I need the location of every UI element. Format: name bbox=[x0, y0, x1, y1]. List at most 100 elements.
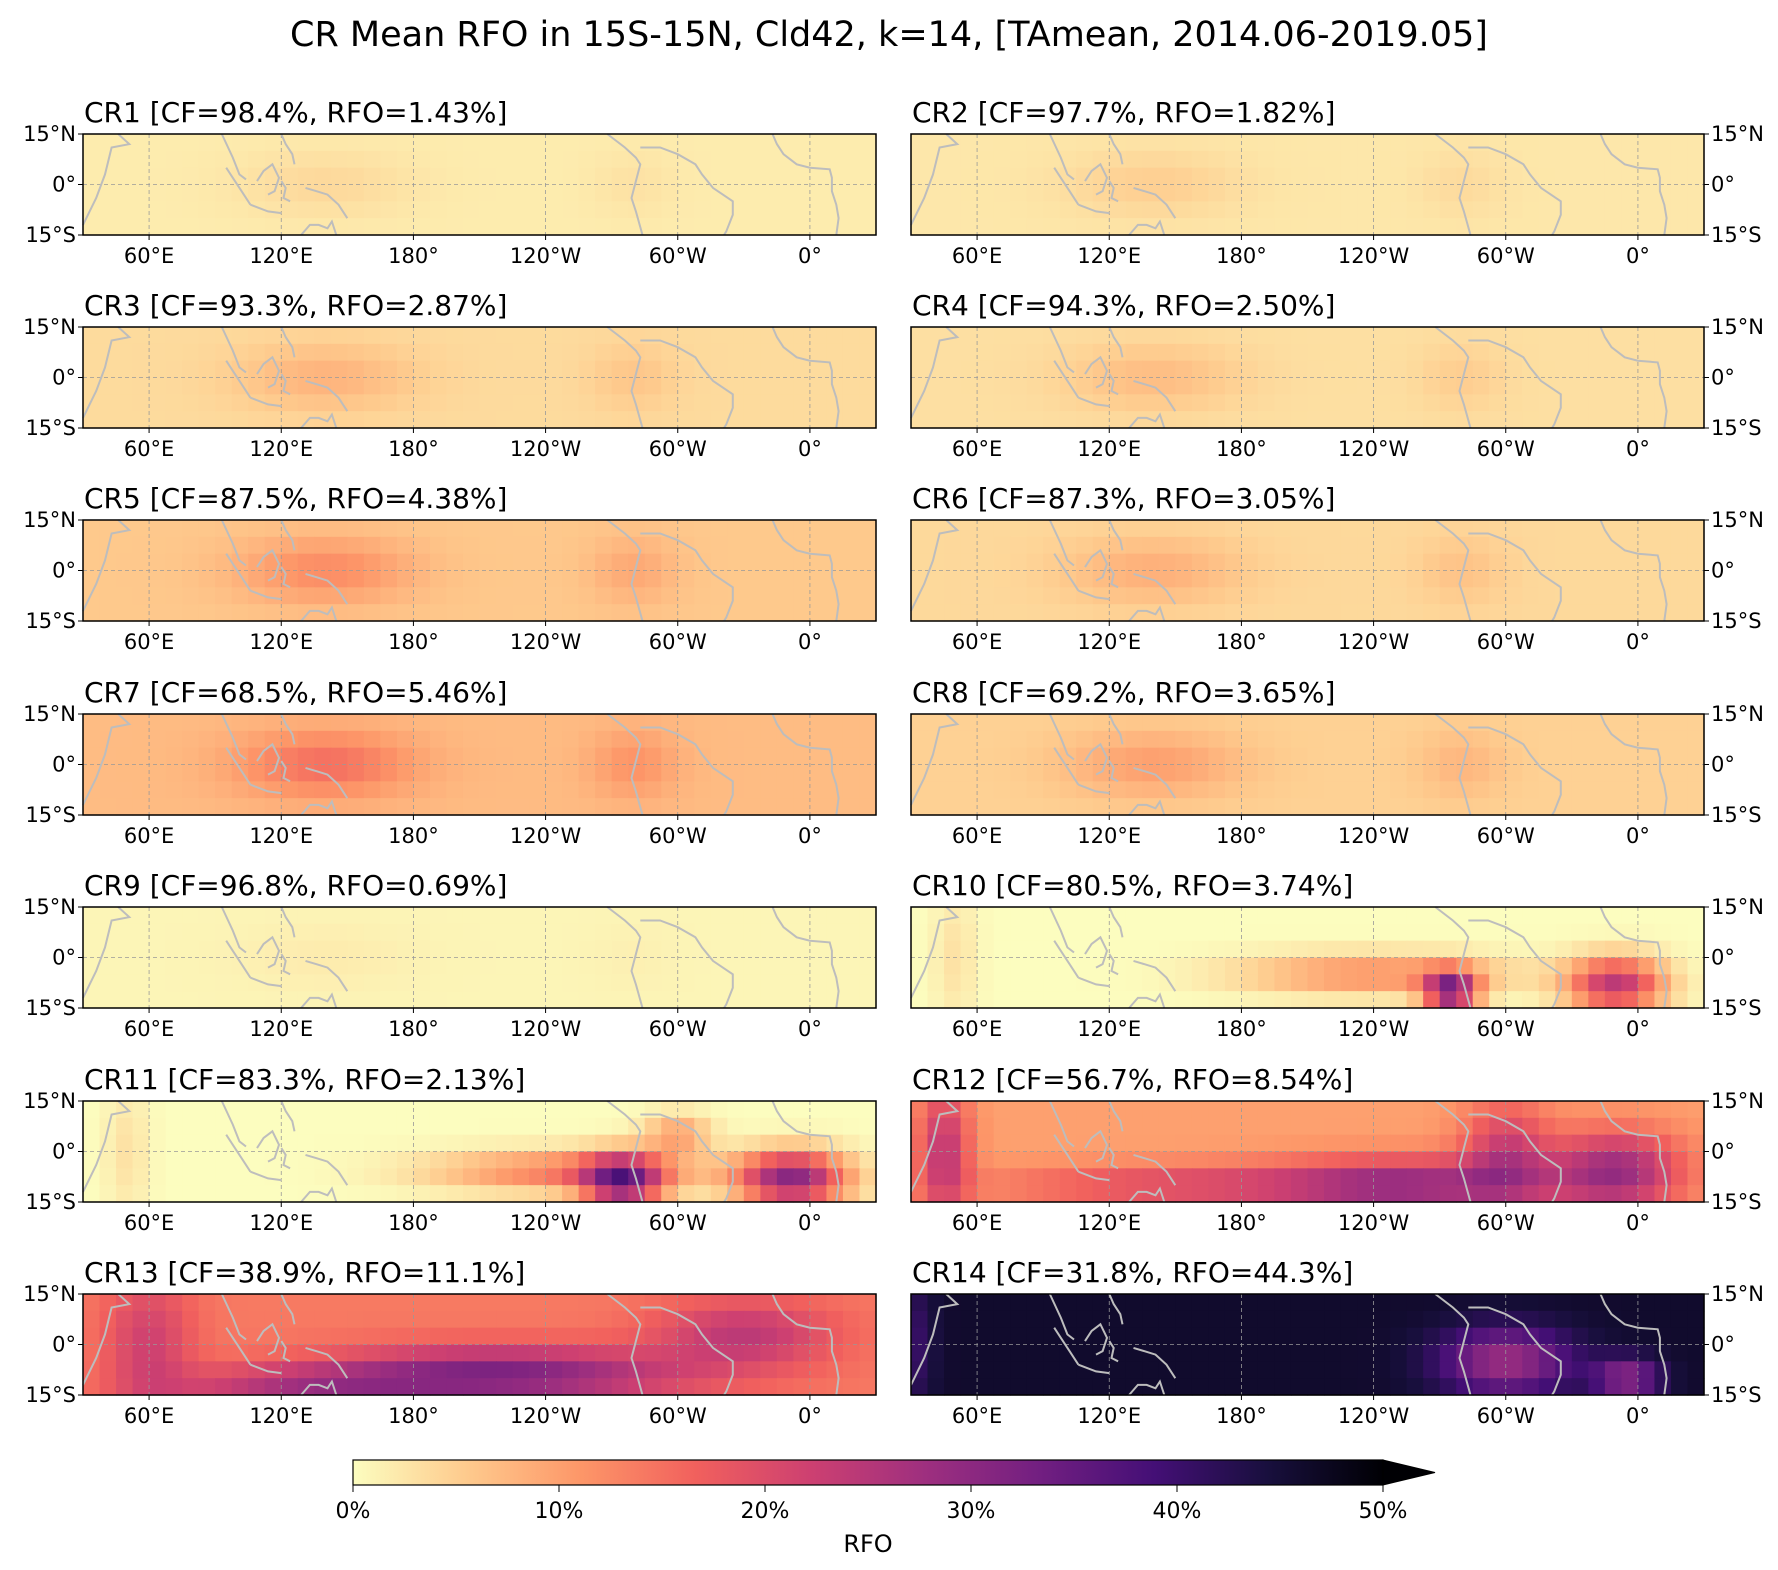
heatmap-cell bbox=[1274, 1310, 1292, 1329]
heatmap-cell bbox=[677, 134, 695, 152]
heatmap-cell bbox=[1390, 1134, 1408, 1153]
heatmap-cell bbox=[1571, 201, 1589, 219]
heatmap-cell bbox=[694, 764, 712, 782]
coastline bbox=[1078, 1363, 1110, 1375]
heatmap-cell bbox=[911, 604, 929, 622]
heatmap-cell bbox=[116, 781, 134, 799]
heatmap-cell bbox=[413, 974, 431, 992]
heatmap-cell bbox=[1324, 184, 1342, 202]
heatmap-cell bbox=[149, 587, 167, 605]
heatmap-cell bbox=[1290, 394, 1309, 412]
heatmap-cell bbox=[743, 150, 761, 169]
heatmap-cell bbox=[1489, 167, 1507, 186]
heatmap-cell bbox=[446, 1101, 464, 1119]
heatmap-cell bbox=[1637, 798, 1656, 816]
heatmap-cell bbox=[1472, 1327, 1490, 1346]
heatmap-cell bbox=[677, 570, 695, 588]
heatmap-cell bbox=[1257, 150, 1276, 169]
heatmap-cell bbox=[116, 1185, 134, 1203]
heatmap-cell bbox=[1125, 730, 1143, 749]
heatmap-cell bbox=[562, 536, 580, 555]
heatmap-cell bbox=[1670, 134, 1689, 152]
heatmap-cell bbox=[165, 604, 183, 622]
heatmap-cell bbox=[512, 553, 530, 572]
coastline bbox=[910, 1293, 960, 1386]
heatmap-cell bbox=[1257, 1378, 1276, 1396]
heatmap-cell bbox=[1489, 798, 1507, 816]
heatmap-cell bbox=[694, 1361, 712, 1379]
heatmap-cell bbox=[281, 923, 299, 942]
heatmap-cell bbox=[1621, 1294, 1639, 1312]
heatmap-cell bbox=[1555, 167, 1573, 186]
heatmap-cell bbox=[1390, 167, 1408, 186]
heatmap-cell bbox=[960, 991, 978, 1009]
heatmap-cell bbox=[760, 764, 778, 782]
heatmap-cell bbox=[562, 343, 580, 362]
lat-tick-label: 15°N bbox=[1711, 1282, 1764, 1306]
heatmap-cell bbox=[1142, 907, 1160, 925]
heatmap-cell bbox=[1390, 1378, 1408, 1396]
lon-tick-label: 0° bbox=[1626, 1404, 1650, 1428]
heatmap-cell bbox=[1423, 798, 1441, 816]
heatmap-cell bbox=[429, 1134, 448, 1153]
heatmap-cell bbox=[182, 923, 200, 942]
heatmap-cell bbox=[83, 134, 101, 152]
heatmap-cell bbox=[215, 360, 233, 379]
coastline bbox=[280, 906, 296, 938]
heatmap-cell bbox=[1538, 1327, 1556, 1346]
heatmap-cell bbox=[363, 747, 381, 766]
heatmap-cell bbox=[1208, 907, 1226, 925]
heatmap-cell bbox=[760, 714, 778, 732]
heatmap-cell bbox=[793, 604, 811, 622]
heatmap-cell bbox=[1142, 150, 1160, 169]
heatmap-cell bbox=[1522, 1185, 1540, 1203]
heatmap-cell bbox=[760, 134, 778, 152]
lon-tick-label: 60°E bbox=[952, 244, 1003, 268]
heatmap-cell bbox=[347, 1344, 365, 1362]
heatmap-cell bbox=[215, 940, 233, 959]
heatmap-cell bbox=[462, 134, 481, 152]
heatmap-cell bbox=[562, 764, 580, 782]
heatmap-cell bbox=[396, 553, 415, 572]
lon-tick-label: 120°E bbox=[249, 437, 313, 461]
heatmap-cell bbox=[396, 1151, 415, 1169]
heatmap-cell bbox=[446, 1344, 464, 1362]
heatmap-cell bbox=[1505, 957, 1523, 975]
heatmap-cell bbox=[529, 1378, 547, 1396]
heatmap-cell bbox=[297, 714, 315, 732]
heatmap-cell bbox=[809, 134, 828, 152]
heatmap-cell bbox=[479, 218, 497, 236]
heatmap-cell bbox=[1357, 798, 1375, 816]
lat-tick-label: 15°N bbox=[1711, 122, 1764, 146]
heatmap-cell bbox=[993, 134, 1011, 152]
heatmap-cell bbox=[1340, 1294, 1358, 1312]
heatmap-cell bbox=[264, 1294, 282, 1312]
heatmap-cell bbox=[446, 184, 464, 202]
lat-tick-label: 15°N bbox=[23, 1282, 76, 1306]
heatmap-cell bbox=[1059, 907, 1077, 925]
heatmap-cell bbox=[1489, 781, 1507, 799]
heatmap-cell bbox=[1637, 1310, 1656, 1329]
lat-tick-label: 15°N bbox=[1711, 702, 1764, 726]
heatmap-cell bbox=[661, 798, 679, 816]
heatmap-cell bbox=[1373, 714, 1391, 732]
lat-tick-label: 15°S bbox=[25, 1383, 76, 1407]
heatmap-cell bbox=[396, 1294, 415, 1312]
heatmap-cell bbox=[842, 764, 861, 782]
lon-tick-label: 60°W bbox=[1477, 1017, 1535, 1041]
heatmap-cell bbox=[1043, 536, 1061, 555]
heatmap-cell bbox=[363, 1344, 381, 1362]
heatmap-cell bbox=[809, 553, 828, 572]
heatmap-cell bbox=[927, 747, 945, 766]
heatmap-cell bbox=[132, 343, 150, 362]
heatmap-cell bbox=[1571, 764, 1589, 782]
heatmap-cell bbox=[496, 798, 514, 816]
heatmap-cell bbox=[776, 134, 794, 152]
heatmap-cell bbox=[83, 1294, 101, 1312]
heatmap-cell bbox=[512, 394, 530, 412]
heatmap-cell bbox=[1043, 377, 1061, 395]
heatmap-cell bbox=[182, 360, 200, 379]
heatmap-cell bbox=[793, 360, 811, 379]
heatmap-cell bbox=[330, 1117, 348, 1136]
heatmap-cells bbox=[83, 134, 877, 236]
